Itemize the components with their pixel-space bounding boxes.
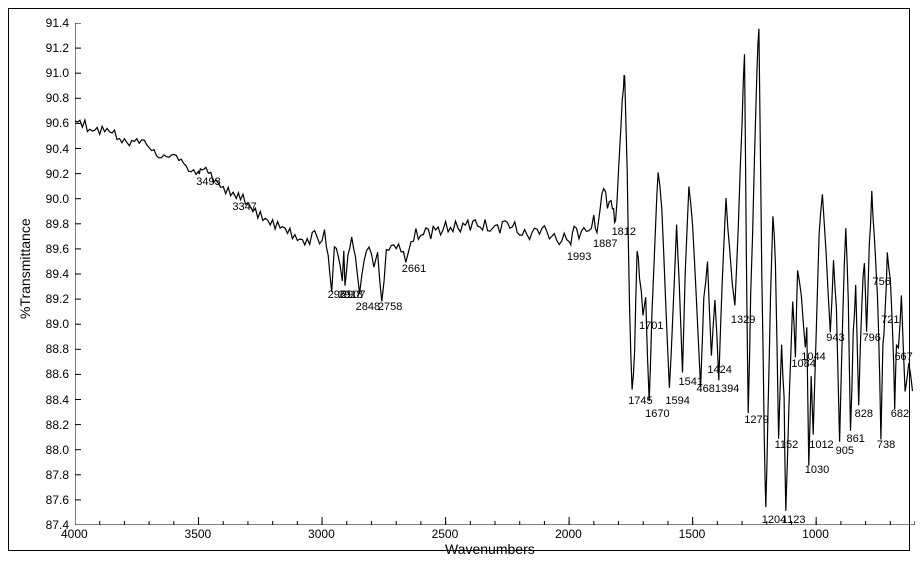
- peak-label: 1594: [665, 395, 689, 407]
- peak-label: 1887: [593, 238, 617, 250]
- peak-label: 3347: [232, 201, 256, 213]
- x-tick-label: 3000: [308, 527, 335, 541]
- peak-label: 1745: [628, 395, 652, 407]
- peak-label: 1670: [645, 408, 669, 420]
- peak-label: 861: [847, 433, 865, 445]
- peak-label: 1123: [782, 514, 806, 526]
- x-tick-label: 1000: [802, 527, 829, 541]
- y-tick-label: 90.0: [46, 192, 69, 206]
- peak-label: 2661: [402, 263, 426, 275]
- x-tick-label: 4000: [61, 527, 88, 541]
- peak-label: 1424: [707, 364, 731, 376]
- peak-label: 1152: [775, 439, 799, 451]
- y-tick-label: 88.2: [46, 418, 69, 432]
- y-tick-label: 88.6: [46, 367, 69, 381]
- peak-label: 721: [881, 314, 899, 326]
- peak-label: 2907: [341, 289, 365, 301]
- y-tick-label: 88.0: [46, 443, 69, 457]
- peak-label: 1012: [809, 439, 833, 451]
- y-tick-label: 87.8: [46, 468, 69, 482]
- x-tick-label: 1500: [679, 527, 706, 541]
- peak-label: 943: [826, 332, 844, 344]
- x-axis-label: Wavenumbers: [445, 541, 535, 557]
- y-tick-label: 89.4: [46, 267, 69, 281]
- peak-label: 1394: [715, 383, 739, 395]
- y-tick-label: 88.4: [46, 393, 69, 407]
- peak-label: 796: [863, 332, 881, 344]
- peak-label: 738: [877, 439, 895, 451]
- peak-label: 1701: [639, 320, 663, 332]
- peak-label: 468: [697, 383, 715, 395]
- peak-label: 756: [872, 276, 890, 288]
- peak-label: 1044: [801, 351, 825, 363]
- peak-label: 2848: [356, 301, 380, 313]
- chart-frame: 87.487.687.888.088.288.488.688.889.089.2…: [8, 8, 910, 551]
- y-tick-label: 89.2: [46, 292, 69, 306]
- y-tick-label: 89.8: [46, 217, 69, 231]
- x-tick-label: 3500: [185, 527, 212, 541]
- y-tick-label: 91.2: [46, 41, 69, 55]
- y-tick-label: 90.6: [46, 116, 69, 130]
- peak-label: 2758: [378, 301, 402, 313]
- peak-label: 828: [855, 408, 873, 420]
- y-tick-label: 90.4: [46, 142, 69, 156]
- peak-label: 1279: [744, 414, 768, 426]
- peak-label: 682: [891, 408, 909, 420]
- y-axis-label: %Transmittance: [17, 218, 33, 319]
- y-tick-label: 89.6: [46, 242, 69, 256]
- peak-label: 1329: [731, 314, 755, 326]
- peak-label: 905: [836, 445, 854, 457]
- peak-label: 3493: [196, 176, 220, 188]
- x-tick-label: 2000: [555, 527, 582, 541]
- peak-label: 1812: [612, 226, 636, 238]
- y-tick-label: 90.2: [46, 167, 69, 181]
- x-tick-label: 2500: [432, 527, 459, 541]
- y-tick-label: 90.8: [46, 91, 69, 105]
- y-tick-label: 87.6: [46, 493, 69, 507]
- y-tick-label: 91.0: [46, 66, 69, 80]
- peak-label: 1993: [567, 251, 591, 263]
- y-tick-label: 88.8: [46, 342, 69, 356]
- y-tick-label: 91.4: [46, 16, 69, 30]
- peak-label: 1030: [805, 464, 829, 476]
- peak-label: 667: [894, 351, 912, 363]
- y-tick-label: 89.0: [46, 317, 69, 331]
